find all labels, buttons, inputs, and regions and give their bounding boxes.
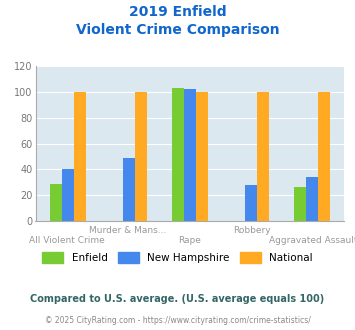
- Bar: [196, 92, 208, 221]
- Text: 2019 Enfield: 2019 Enfield: [129, 5, 226, 19]
- Text: Robbery: Robbery: [233, 226, 271, 235]
- Text: Violent Crime Comparison: Violent Crime Comparison: [76, 23, 279, 37]
- Bar: [318, 92, 330, 221]
- Text: © 2025 CityRating.com - https://www.cityrating.com/crime-statistics/: © 2025 CityRating.com - https://www.city…: [45, 315, 310, 325]
- Bar: [184, 89, 196, 221]
- Bar: [50, 183, 62, 221]
- Text: All Violent Crime: All Violent Crime: [28, 236, 104, 245]
- Bar: [294, 187, 306, 221]
- Text: Murder & Mans...: Murder & Mans...: [89, 226, 167, 235]
- Bar: [62, 169, 74, 221]
- Text: Rape: Rape: [179, 236, 201, 245]
- Bar: [123, 158, 135, 221]
- Legend: Enfield, New Hampshire, National: Enfield, New Hampshire, National: [38, 248, 317, 267]
- Bar: [306, 177, 318, 221]
- Bar: [171, 88, 184, 221]
- Bar: [245, 185, 257, 221]
- Bar: [135, 92, 147, 221]
- Bar: [74, 92, 86, 221]
- Bar: [257, 92, 269, 221]
- Text: Compared to U.S. average. (U.S. average equals 100): Compared to U.S. average. (U.S. average …: [31, 294, 324, 304]
- Text: Aggravated Assault: Aggravated Assault: [269, 236, 355, 245]
